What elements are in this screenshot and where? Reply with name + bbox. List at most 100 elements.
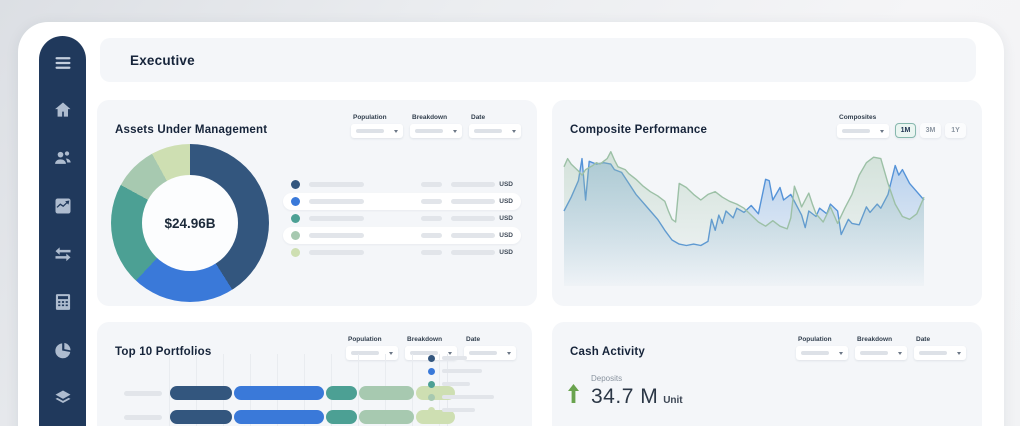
legend-value-placeholder: [421, 233, 443, 238]
top10-bar-rows: [109, 386, 520, 426]
bar-segment: [170, 386, 232, 400]
home-icon[interactable]: [52, 99, 73, 120]
legend-name-placeholder: [309, 250, 364, 255]
legend-item[interactable]: [428, 393, 514, 401]
chevron-down-icon: [448, 351, 452, 355]
bar-segment: [326, 386, 357, 400]
legend-row[interactable]: USD: [283, 244, 521, 261]
currency-label: USD: [499, 198, 513, 205]
chevron-down-icon: [839, 351, 843, 355]
area-fill-composite-green: [564, 151, 924, 286]
composites-select[interactable]: [837, 124, 889, 138]
performance-line-chart[interactable]: [560, 138, 934, 292]
performance-chart-icon[interactable]: [52, 195, 73, 216]
legend-value-placeholder: [421, 182, 443, 187]
chevron-down-icon: [453, 129, 457, 133]
legend-name-placeholder: [309, 233, 364, 238]
clients-icon[interactable]: [52, 147, 73, 168]
population-filter-label: Population: [353, 114, 387, 121]
legend-name-placeholder: [309, 216, 364, 221]
currency-label: USD: [499, 215, 513, 222]
legend-item[interactable]: [428, 367, 514, 375]
breakdown-filter-label: Breakdown: [407, 336, 443, 343]
legend-dot: [291, 231, 300, 240]
bar-segment: [416, 410, 455, 424]
select-placeholder: [351, 351, 379, 355]
deposits-unit: Unit: [663, 395, 683, 406]
chevron-down-icon: [898, 351, 902, 355]
legend-row[interactable]: USD: [283, 193, 521, 210]
date-select[interactable]: [469, 124, 521, 138]
bar-segment: [359, 386, 414, 400]
legend-dot: [291, 180, 300, 189]
cash-filters: Population Breakdown Date: [796, 336, 966, 360]
population-select[interactable]: [796, 346, 848, 360]
breakdown-select[interactable]: [410, 124, 462, 138]
select-placeholder: [801, 351, 829, 355]
legend-dot: [291, 197, 300, 206]
legend-value-placeholder: [451, 199, 496, 204]
holdings-layers-icon[interactable]: [52, 387, 73, 408]
deposits-label: Deposits: [591, 374, 623, 383]
deposits-value: 34.7 M: [591, 385, 659, 408]
legend-dot: [428, 367, 435, 375]
performance-card-title: Composite Performance: [570, 124, 708, 136]
range-button-1m[interactable]: 1M: [895, 123, 916, 138]
select-placeholder: [919, 351, 947, 355]
portfolio-bar-row[interactable]: [109, 410, 520, 424]
legend-dot: [428, 393, 435, 401]
date-select[interactable]: [464, 346, 516, 360]
top10-portfolios-card: Top 10 Portfolios Population Breakdown D…: [97, 322, 532, 426]
population-filter-label: Population: [798, 336, 832, 343]
currency-label: USD: [499, 181, 513, 188]
legend-item[interactable]: [428, 380, 514, 388]
assets-under-management-card: Assets Under Management Population Break…: [97, 100, 537, 306]
date-filter-label: Date: [466, 336, 481, 343]
breakdown-filter-label: Breakdown: [412, 114, 448, 121]
portfolio-bar-row[interactable]: [109, 386, 520, 400]
select-placeholder: [474, 129, 502, 133]
legend-row[interactable]: USD: [283, 227, 521, 244]
hamburger-menu-icon[interactable]: [52, 52, 73, 73]
legend-item[interactable]: [428, 406, 514, 414]
deposits-metric: Deposits 34.7 M Unit: [566, 374, 683, 409]
legend-value-placeholder: [451, 250, 496, 255]
legend-name-placeholder: [442, 408, 475, 412]
legend-name-placeholder: [309, 199, 364, 204]
legend-value-placeholder: [451, 216, 496, 221]
chevron-down-icon: [394, 129, 398, 133]
cash-card-title: Cash Activity: [570, 346, 646, 358]
range-button-3m[interactable]: 3M: [920, 123, 941, 138]
top10-bar-chart[interactable]: [109, 354, 520, 426]
aum-filters: Population Breakdown Date: [351, 114, 521, 138]
range-button-1y[interactable]: 1Y: [945, 123, 966, 138]
chevron-down-icon: [880, 129, 884, 133]
legend-value-placeholder: [451, 233, 496, 238]
currency-label: USD: [499, 249, 513, 256]
calculator-icon[interactable]: [52, 291, 73, 312]
breakdown-filter-label: Breakdown: [857, 336, 893, 343]
chevron-down-icon: [512, 129, 516, 133]
line-composite-green: [563, 151, 925, 230]
legend-dot: [428, 380, 435, 388]
breakdown-select[interactable]: [855, 346, 907, 360]
transactions-icon[interactable]: [52, 243, 73, 264]
legend-item[interactable]: [428, 354, 514, 362]
aum-donut-chart[interactable]: $24.96B: [111, 144, 269, 302]
legend-row[interactable]: USD: [283, 176, 521, 193]
legend-row[interactable]: USD: [283, 210, 521, 227]
population-filter-label: Population: [348, 336, 382, 343]
allocation-pie-icon[interactable]: [52, 339, 73, 360]
legend-name-placeholder: [442, 395, 494, 399]
composites-filter-label: Composites: [839, 114, 877, 121]
date-select[interactable]: [914, 346, 966, 360]
legend-name-placeholder: [309, 182, 364, 187]
population-select[interactable]: [351, 124, 403, 138]
legend-dot: [428, 354, 435, 362]
range-button-group: 1M 3M 1Y: [895, 123, 966, 138]
select-placeholder: [356, 129, 384, 133]
chevron-down-icon: [957, 351, 961, 355]
legend-value-placeholder: [421, 199, 443, 204]
legend-value-placeholder: [451, 182, 496, 187]
cash-activity-card: Cash Activity Population Breakdown Date …: [552, 322, 982, 426]
